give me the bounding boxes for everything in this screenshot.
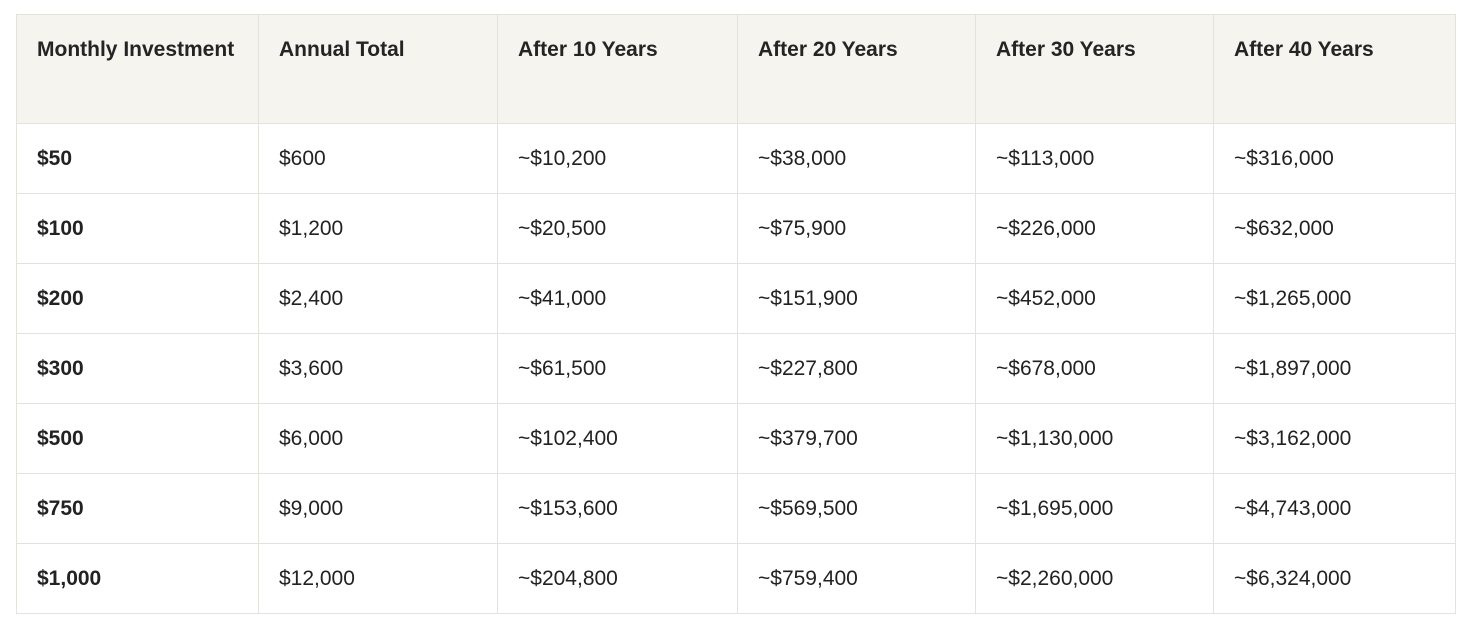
cell-after-30-years: ~$1,695,000 [975, 473, 1214, 544]
header-cell-after-40-years: After 40 Years [1213, 14, 1456, 124]
cell-after-40-years: ~$4,743,000 [1213, 473, 1456, 544]
cell-annual-total: $12,000 [258, 543, 498, 614]
cell-annual-total: $3,600 [258, 333, 498, 404]
cell-after-40-years: ~$1,265,000 [1213, 263, 1456, 334]
cell-annual-total: $6,000 [258, 403, 498, 474]
table-row: $500 $6,000 ~$102,400 ~$379,700 ~$1,130,… [16, 403, 1456, 474]
cell-after-10-years: ~$102,400 [497, 403, 738, 474]
cell-after-20-years: ~$38,000 [737, 123, 976, 194]
cell-after-30-years: ~$113,000 [975, 123, 1214, 194]
header-cell-after-20-years: After 20 Years [737, 14, 976, 124]
investment-growth-table: Monthly Investment Annual Total After 10… [16, 14, 1456, 614]
cell-after-20-years: ~$379,700 [737, 403, 976, 474]
header-cell-monthly-investment: Monthly Investment [16, 14, 259, 124]
cell-monthly-investment: $200 [16, 263, 259, 334]
cell-after-20-years: ~$227,800 [737, 333, 976, 404]
cell-annual-total: $2,400 [258, 263, 498, 334]
cell-after-40-years: ~$3,162,000 [1213, 403, 1456, 474]
cell-after-40-years: ~$316,000 [1213, 123, 1456, 194]
cell-annual-total: $1,200 [258, 193, 498, 264]
cell-monthly-investment: $500 [16, 403, 259, 474]
cell-after-20-years: ~$151,900 [737, 263, 976, 334]
cell-monthly-investment: $50 [16, 123, 259, 194]
cell-after-30-years: ~$226,000 [975, 193, 1214, 264]
table-row: $100 $1,200 ~$20,500 ~$75,900 ~$226,000 … [16, 193, 1456, 264]
header-cell-annual-total: Annual Total [258, 14, 498, 124]
table-row: $200 $2,400 ~$41,000 ~$151,900 ~$452,000… [16, 263, 1456, 334]
cell-monthly-investment: $100 [16, 193, 259, 264]
cell-after-10-years: ~$153,600 [497, 473, 738, 544]
header-cell-after-30-years: After 30 Years [975, 14, 1214, 124]
cell-after-20-years: ~$75,900 [737, 193, 976, 264]
cell-monthly-investment: $750 [16, 473, 259, 544]
cell-after-20-years: ~$569,500 [737, 473, 976, 544]
cell-after-10-years: ~$61,500 [497, 333, 738, 404]
cell-after-10-years: ~$10,200 [497, 123, 738, 194]
cell-annual-total: $600 [258, 123, 498, 194]
cell-after-40-years: ~$6,324,000 [1213, 543, 1456, 614]
header-row: Monthly Investment Annual Total After 10… [16, 14, 1456, 124]
cell-after-20-years: ~$759,400 [737, 543, 976, 614]
cell-after-10-years: ~$204,800 [497, 543, 738, 614]
cell-after-10-years: ~$41,000 [497, 263, 738, 334]
header-cell-after-10-years: After 10 Years [497, 14, 738, 124]
cell-after-30-years: ~$678,000 [975, 333, 1214, 404]
table-row: $1,000 $12,000 ~$204,800 ~$759,400 ~$2,2… [16, 543, 1456, 614]
cell-after-30-years: ~$1,130,000 [975, 403, 1214, 474]
cell-after-30-years: ~$452,000 [975, 263, 1214, 334]
cell-monthly-investment: $1,000 [16, 543, 259, 614]
cell-after-30-years: ~$2,260,000 [975, 543, 1214, 614]
cell-monthly-investment: $300 [16, 333, 259, 404]
cell-after-10-years: ~$20,500 [497, 193, 738, 264]
cell-after-40-years: ~$632,000 [1213, 193, 1456, 264]
table-row: $300 $3,600 ~$61,500 ~$227,800 ~$678,000… [16, 333, 1456, 404]
cell-after-40-years: ~$1,897,000 [1213, 333, 1456, 404]
table-row: $750 $9,000 ~$153,600 ~$569,500 ~$1,695,… [16, 473, 1456, 544]
cell-annual-total: $9,000 [258, 473, 498, 544]
table-row: $50 $600 ~$10,200 ~$38,000 ~$113,000 ~$3… [16, 123, 1456, 194]
